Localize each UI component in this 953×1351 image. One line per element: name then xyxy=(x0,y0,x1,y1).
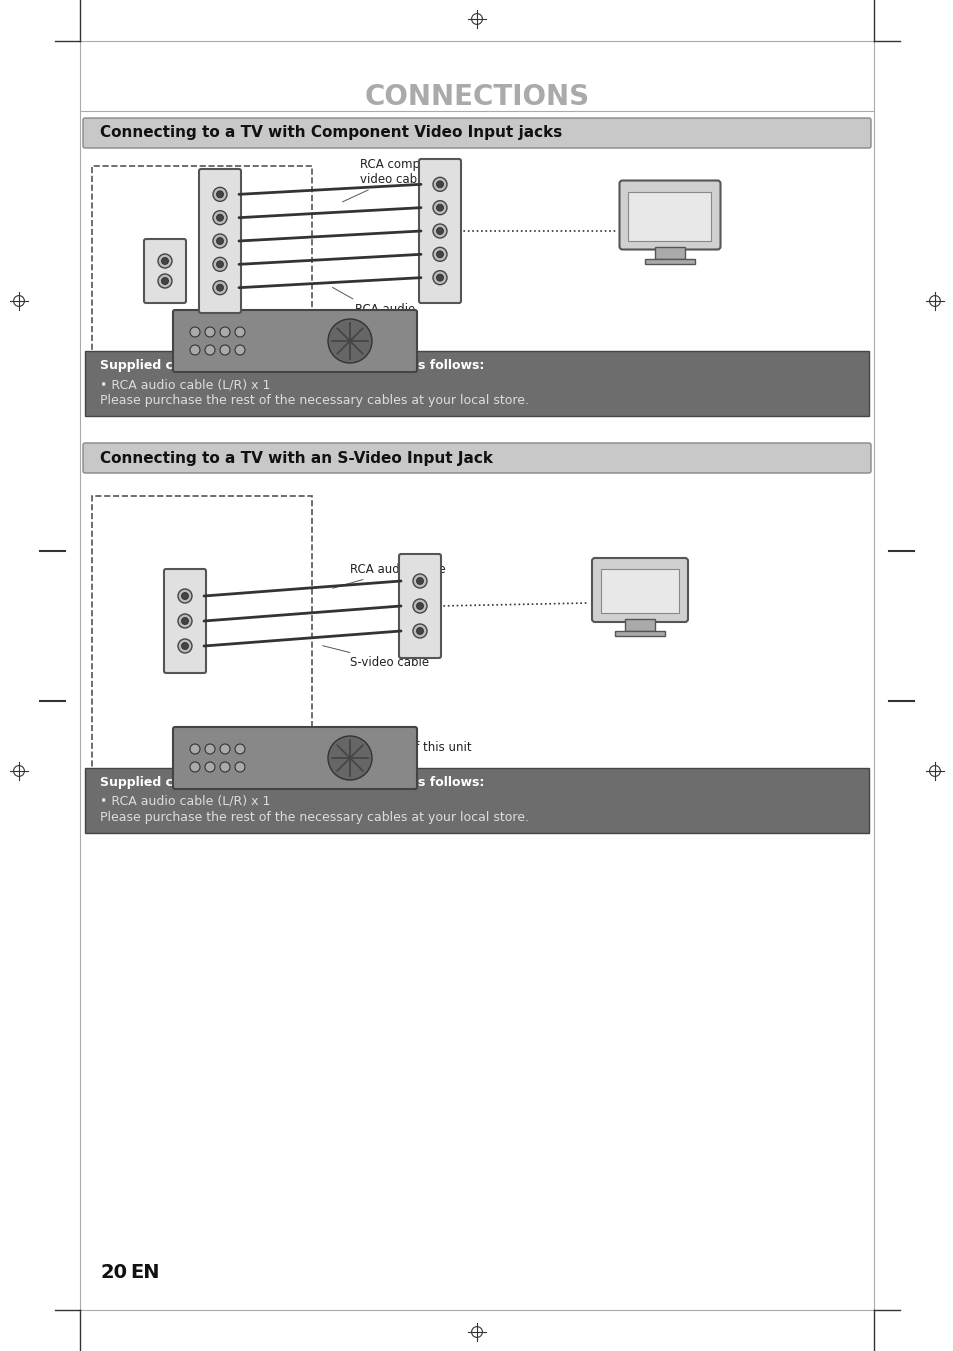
Text: Connecting to a TV with an S-Video Input Jack: Connecting to a TV with an S-Video Input… xyxy=(100,450,493,466)
FancyBboxPatch shape xyxy=(592,558,687,621)
Circle shape xyxy=(436,227,443,235)
Circle shape xyxy=(190,345,200,355)
Circle shape xyxy=(216,215,223,222)
Bar xyxy=(85,767,868,834)
Circle shape xyxy=(328,319,372,363)
Circle shape xyxy=(234,327,245,336)
Circle shape xyxy=(216,238,223,245)
Circle shape xyxy=(178,639,192,653)
FancyBboxPatch shape xyxy=(398,554,440,658)
FancyBboxPatch shape xyxy=(172,309,416,372)
Circle shape xyxy=(413,574,427,588)
Text: • RCA audio cable (L/R) x 1: • RCA audio cable (L/R) x 1 xyxy=(100,378,270,390)
Text: RCA audio
cable: RCA audio cable xyxy=(332,288,415,331)
Bar xyxy=(615,631,664,636)
Text: Supplied cables used in this connection are as follows:: Supplied cables used in this connection … xyxy=(100,775,484,789)
FancyBboxPatch shape xyxy=(164,569,206,673)
Bar xyxy=(628,192,711,240)
Circle shape xyxy=(205,762,214,771)
Circle shape xyxy=(416,577,423,585)
Text: rear of this unit: rear of this unit xyxy=(390,351,481,363)
Circle shape xyxy=(436,181,443,188)
Bar xyxy=(624,619,655,631)
Text: CONNECTIONS: CONNECTIONS xyxy=(364,82,589,111)
Circle shape xyxy=(158,274,172,288)
Circle shape xyxy=(413,598,427,613)
Circle shape xyxy=(220,345,230,355)
Text: • RCA audio cable (L/R) x 1: • RCA audio cable (L/R) x 1 xyxy=(100,794,270,808)
Circle shape xyxy=(216,261,223,267)
Circle shape xyxy=(234,744,245,754)
FancyBboxPatch shape xyxy=(618,181,720,250)
Bar xyxy=(80,41,873,1310)
Circle shape xyxy=(205,327,214,336)
Bar xyxy=(644,258,695,263)
Circle shape xyxy=(220,327,230,336)
Circle shape xyxy=(190,762,200,771)
Circle shape xyxy=(328,736,372,780)
Text: Supplied cables used in this connection are as follows:: Supplied cables used in this connection … xyxy=(100,359,484,372)
Circle shape xyxy=(436,274,443,281)
Circle shape xyxy=(161,277,169,285)
Circle shape xyxy=(433,247,447,261)
Circle shape xyxy=(433,177,447,192)
Bar xyxy=(85,351,868,416)
FancyBboxPatch shape xyxy=(418,159,460,303)
Circle shape xyxy=(413,624,427,638)
Circle shape xyxy=(436,204,443,211)
Bar xyxy=(91,166,312,361)
Circle shape xyxy=(213,281,227,295)
Text: 20: 20 xyxy=(100,1263,127,1282)
Bar xyxy=(655,246,684,258)
Bar xyxy=(600,569,679,613)
Circle shape xyxy=(158,254,172,267)
Circle shape xyxy=(190,327,200,336)
Circle shape xyxy=(433,224,447,238)
Circle shape xyxy=(181,617,189,624)
Circle shape xyxy=(416,627,423,635)
Circle shape xyxy=(205,744,214,754)
Circle shape xyxy=(234,762,245,771)
Circle shape xyxy=(178,589,192,603)
FancyBboxPatch shape xyxy=(144,239,186,303)
Circle shape xyxy=(213,234,227,249)
FancyBboxPatch shape xyxy=(83,118,870,149)
Text: RCA component
video cable: RCA component video cable xyxy=(342,158,454,201)
Circle shape xyxy=(220,744,230,754)
Text: Please purchase the rest of the necessary cables at your local store.: Please purchase the rest of the necessar… xyxy=(100,811,529,824)
FancyBboxPatch shape xyxy=(199,169,241,313)
Circle shape xyxy=(213,188,227,201)
Text: Please purchase the rest of the necessary cables at your local store.: Please purchase the rest of the necessar… xyxy=(100,394,529,407)
Circle shape xyxy=(205,345,214,355)
Text: rear of this unit: rear of this unit xyxy=(379,740,471,754)
Circle shape xyxy=(436,251,443,258)
Circle shape xyxy=(178,613,192,628)
Circle shape xyxy=(234,345,245,355)
Text: Connecting to a TV with Component Video Input jacks: Connecting to a TV with Component Video … xyxy=(100,126,561,141)
Circle shape xyxy=(433,270,447,285)
Circle shape xyxy=(220,762,230,771)
Bar xyxy=(91,496,312,781)
Circle shape xyxy=(213,257,227,272)
Circle shape xyxy=(181,643,189,650)
Circle shape xyxy=(213,211,227,224)
FancyBboxPatch shape xyxy=(172,727,416,789)
Text: EN: EN xyxy=(130,1263,159,1282)
Circle shape xyxy=(416,603,423,609)
Circle shape xyxy=(190,744,200,754)
Circle shape xyxy=(216,284,223,292)
Circle shape xyxy=(181,593,189,600)
FancyBboxPatch shape xyxy=(83,443,870,473)
Text: RCA audio cable: RCA audio cable xyxy=(333,563,445,588)
Text: S-video cable: S-video cable xyxy=(322,646,429,669)
Circle shape xyxy=(216,190,223,197)
Circle shape xyxy=(433,201,447,215)
Circle shape xyxy=(161,258,169,265)
